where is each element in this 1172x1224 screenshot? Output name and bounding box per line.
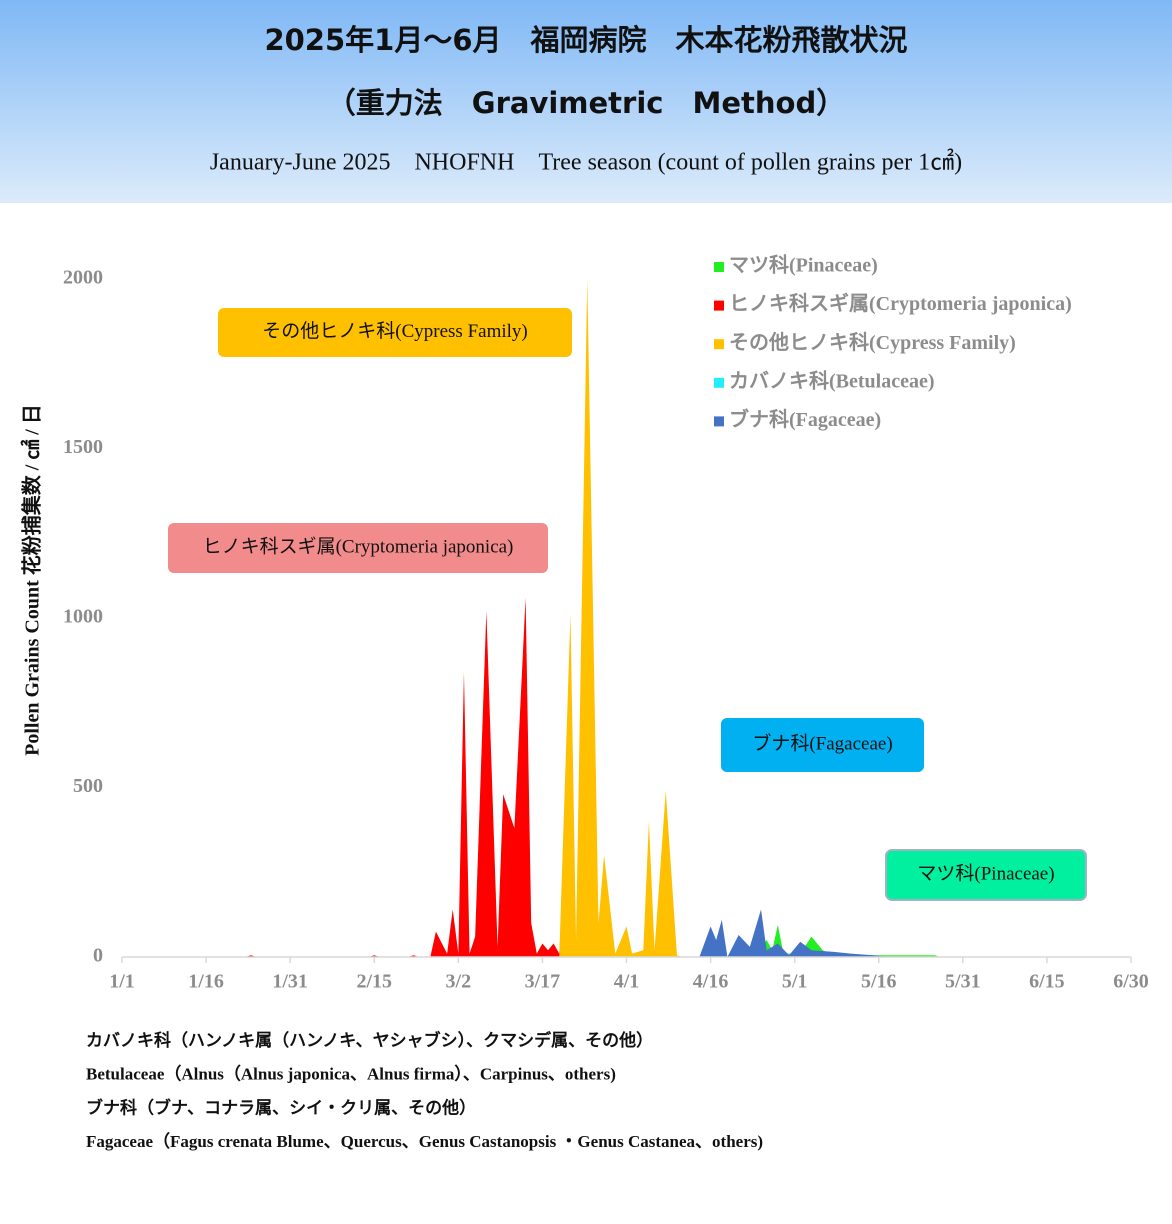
- x-tick-label: 1/1: [109, 971, 135, 993]
- area: [245, 597, 577, 957]
- y-tick-label: 1000: [63, 606, 103, 628]
- legend-label: ブナ科(Fagaceae): [729, 407, 881, 431]
- x-tick-label: 1/16: [188, 971, 224, 993]
- footnote: Fagaceae（Fagus crenata Blume、Quercus、Gen…: [86, 1131, 763, 1151]
- x-tick-label: 6/15: [1029, 971, 1065, 993]
- legend-swatch: [714, 377, 724, 388]
- y-tick-label: 500: [73, 775, 103, 797]
- area: [699, 909, 890, 957]
- x-tick-label: 6/30: [1113, 971, 1149, 993]
- annotation-box: [218, 308, 572, 357]
- legend-swatch: [714, 416, 724, 427]
- y-tick-label: 2000: [63, 267, 103, 289]
- x-tick-label: 4/16: [693, 971, 729, 993]
- annotation-box: [721, 718, 924, 772]
- x-tick-label: 4/1: [614, 971, 640, 993]
- footnote: Betulaceae（Alnus（Alnus japonica、Alnus fi…: [86, 1064, 616, 1084]
- header-band: [0, 0, 1172, 203]
- annotation-text: マツ科(Pinaceae): [917, 862, 1054, 884]
- y-tick-label: 1500: [63, 436, 103, 458]
- legend-swatch: [714, 339, 724, 350]
- chart-subtitle: （重力法 Gravimetric Method）: [327, 86, 845, 120]
- x-tick-label: 5/1: [782, 971, 808, 993]
- chart-caption: January-June 2025 NHOFNH Tree season (co…: [210, 149, 962, 176]
- x-tick-label: 5/16: [861, 971, 897, 993]
- x-tick-label: 2/15: [356, 971, 392, 993]
- x-tick-label: 1/31: [272, 971, 308, 993]
- legend-label: マツ科(Pinaceae): [729, 253, 878, 277]
- footnote: ブナ科（ブナ、コナラ属、シイ・クリ属、その他）: [86, 1097, 476, 1117]
- annotation-text: ヒノキ科スギ属(Cryptomeria japonica): [203, 535, 514, 557]
- x-tick-label: 5/31: [945, 971, 981, 993]
- annotation-box: [885, 849, 1087, 901]
- annotation-text: その他ヒノキ科(Cypress Family): [262, 320, 527, 342]
- legend-label: カバノキ科(Betulaceae): [729, 368, 935, 392]
- annotation-text: ブナ科(Fagaceae): [752, 731, 892, 754]
- x-tick-label: 3/17: [525, 971, 561, 993]
- legend-swatch: [714, 262, 724, 272]
- area: [559, 279, 683, 957]
- legend-swatch: [714, 300, 724, 311]
- y-tick-label: 0: [93, 945, 103, 967]
- footnote: カバノキ科（ハンノキ属（ハンノキ、ヤシャブシ）、クマシデ属、その他）: [86, 1030, 653, 1050]
- y-axis-title: Pollen Grains Count 花粉捕集数 / ㎠ / 日: [20, 404, 44, 756]
- legend-label: ヒノキ科スギ属(Cryptomeria japonica): [729, 291, 1072, 315]
- legend-label: その他ヒノキ科(Cypress Family): [729, 330, 1016, 354]
- chart-title: 2025年1月～6月 福岡病院 木本花粉飛散状況: [264, 23, 907, 57]
- x-tick-label: 3/2: [446, 971, 472, 993]
- annotation-box: [168, 523, 548, 573]
